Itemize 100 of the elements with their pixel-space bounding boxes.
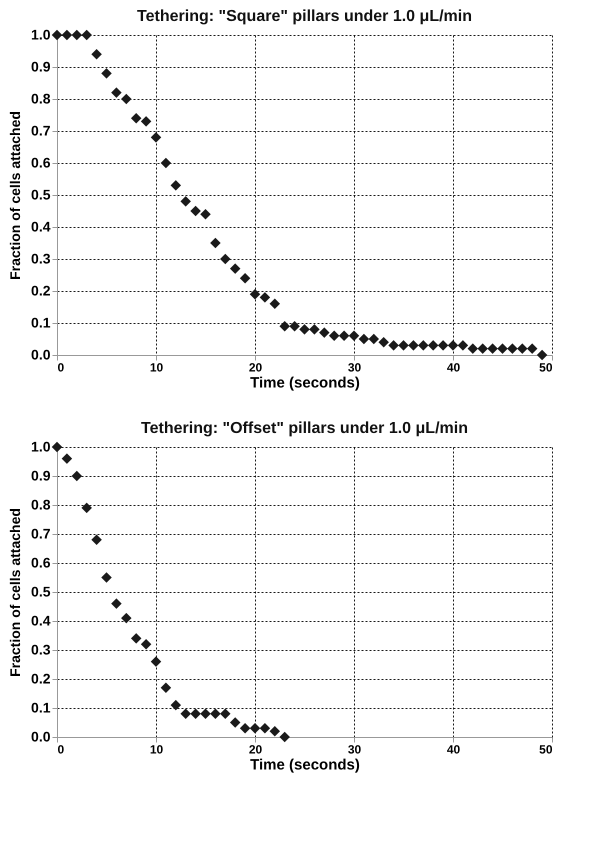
point (438, 340, 448, 351)
y-tick-label: 0.4 (31, 612, 51, 628)
point (62, 453, 72, 464)
y-tick-label: 0.5 (31, 584, 51, 600)
x-tick-label: 30 (348, 360, 362, 374)
point (507, 343, 518, 354)
y-tick-label: 0.0 (31, 728, 51, 744)
point (260, 292, 270, 303)
y-tick-label: 0.8 (31, 496, 51, 512)
point (140, 116, 152, 127)
point (101, 68, 112, 79)
point (200, 708, 211, 720)
point (150, 132, 162, 143)
point (52, 442, 62, 452)
point (81, 502, 92, 514)
point (210, 238, 221, 248)
point (378, 336, 389, 348)
point (250, 723, 260, 734)
y-tick-label: 0.8 (31, 90, 51, 106)
y-tick-label: 1.0 (31, 438, 51, 454)
point (358, 334, 370, 344)
x-tick-label: 30 (348, 742, 362, 756)
point (338, 330, 350, 342)
point (72, 470, 82, 482)
x-tick-label: 40 (446, 360, 460, 374)
point (150, 656, 162, 667)
y-tick-label: 0.9 (31, 58, 51, 74)
x-tick-label: 10 (150, 360, 164, 374)
y-tick-label: 0.2 (31, 670, 51, 686)
point (190, 206, 201, 216)
point (289, 320, 300, 332)
point (536, 350, 548, 360)
point (477, 343, 488, 354)
point (270, 298, 280, 310)
point (220, 254, 231, 264)
point (170, 700, 182, 710)
point (260, 723, 270, 734)
point (240, 272, 250, 284)
x-tick-label: 40 (446, 742, 460, 756)
point (309, 324, 320, 335)
point (487, 343, 498, 354)
point (230, 263, 240, 274)
point (91, 48, 102, 60)
y-tick-label: 0.4 (31, 218, 51, 234)
point (299, 324, 310, 335)
y-tick-label: 0.6 (31, 154, 51, 170)
point (81, 30, 92, 40)
point (190, 708, 201, 720)
point (270, 726, 280, 736)
y-tick-label: 0.3 (31, 250, 51, 266)
point (408, 340, 419, 351)
y-tick-label: 0.9 (31, 468, 51, 484)
point (497, 343, 508, 354)
point (200, 208, 211, 220)
point (428, 340, 438, 351)
point (388, 340, 399, 351)
point (72, 30, 82, 40)
y-tick-label: 0.3 (31, 642, 51, 658)
x-axis-title: Time (seconds) (250, 756, 360, 774)
point (52, 30, 62, 40)
point (91, 534, 102, 546)
point (517, 343, 528, 354)
point (398, 340, 409, 351)
point (279, 320, 290, 332)
point (279, 732, 290, 742)
point (348, 330, 360, 342)
point (170, 180, 182, 191)
chart-title: Tethering: "Offset" pillars under 1.0 μL/min (141, 420, 468, 437)
point (230, 717, 240, 728)
point (101, 572, 112, 583)
x-tick-label: 10 (150, 742, 164, 756)
y-tick-label: 0.2 (31, 282, 51, 298)
x-tick-label: 20 (248, 360, 262, 374)
point (121, 94, 132, 104)
point (526, 343, 538, 354)
x-tick-label: 0 (58, 742, 64, 756)
point (160, 158, 172, 168)
point (368, 334, 380, 344)
x-tick-label: 50 (539, 360, 553, 374)
point (319, 327, 330, 338)
point (62, 30, 72, 40)
point (130, 633, 142, 644)
point (111, 598, 122, 609)
point (418, 340, 429, 351)
point (121, 612, 132, 624)
y-tick-label: 1.0 (31, 26, 51, 42)
point (468, 343, 478, 354)
point (448, 340, 458, 351)
point (160, 682, 172, 693)
y-axis-title: Fraction of cells attached (7, 508, 24, 677)
y-axis-title: Fraction of cells attached (7, 111, 24, 280)
point (328, 330, 340, 342)
y-tick-label: 0.0 (31, 346, 51, 362)
x-tick-label: 0 (58, 360, 64, 374)
point (250, 288, 260, 300)
point (240, 723, 250, 734)
chart-title: Tethering: "Square" pillars under 1.0 μL/min (137, 8, 472, 25)
y-tick-label: 0.7 (31, 122, 51, 138)
x-tick-label: 50 (539, 742, 553, 756)
point (140, 638, 152, 650)
